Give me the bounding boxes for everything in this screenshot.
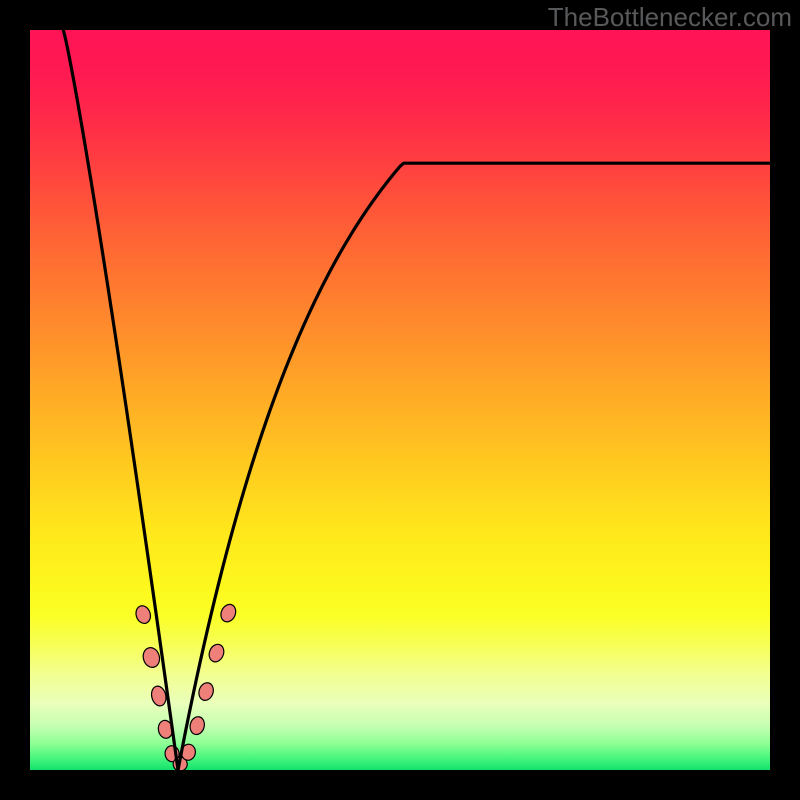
plot-area (30, 30, 770, 770)
data-marker (207, 642, 227, 664)
watermark-text: TheBottlenecker.com (548, 2, 792, 33)
data-marker (218, 602, 238, 624)
data-marker (134, 604, 153, 625)
bottleneck-curve (30, 30, 770, 770)
curve-line (63, 30, 770, 770)
chart-frame (0, 0, 800, 800)
data-markers (134, 602, 239, 770)
data-marker (141, 646, 162, 670)
data-marker (188, 715, 206, 736)
data-marker (197, 681, 216, 702)
